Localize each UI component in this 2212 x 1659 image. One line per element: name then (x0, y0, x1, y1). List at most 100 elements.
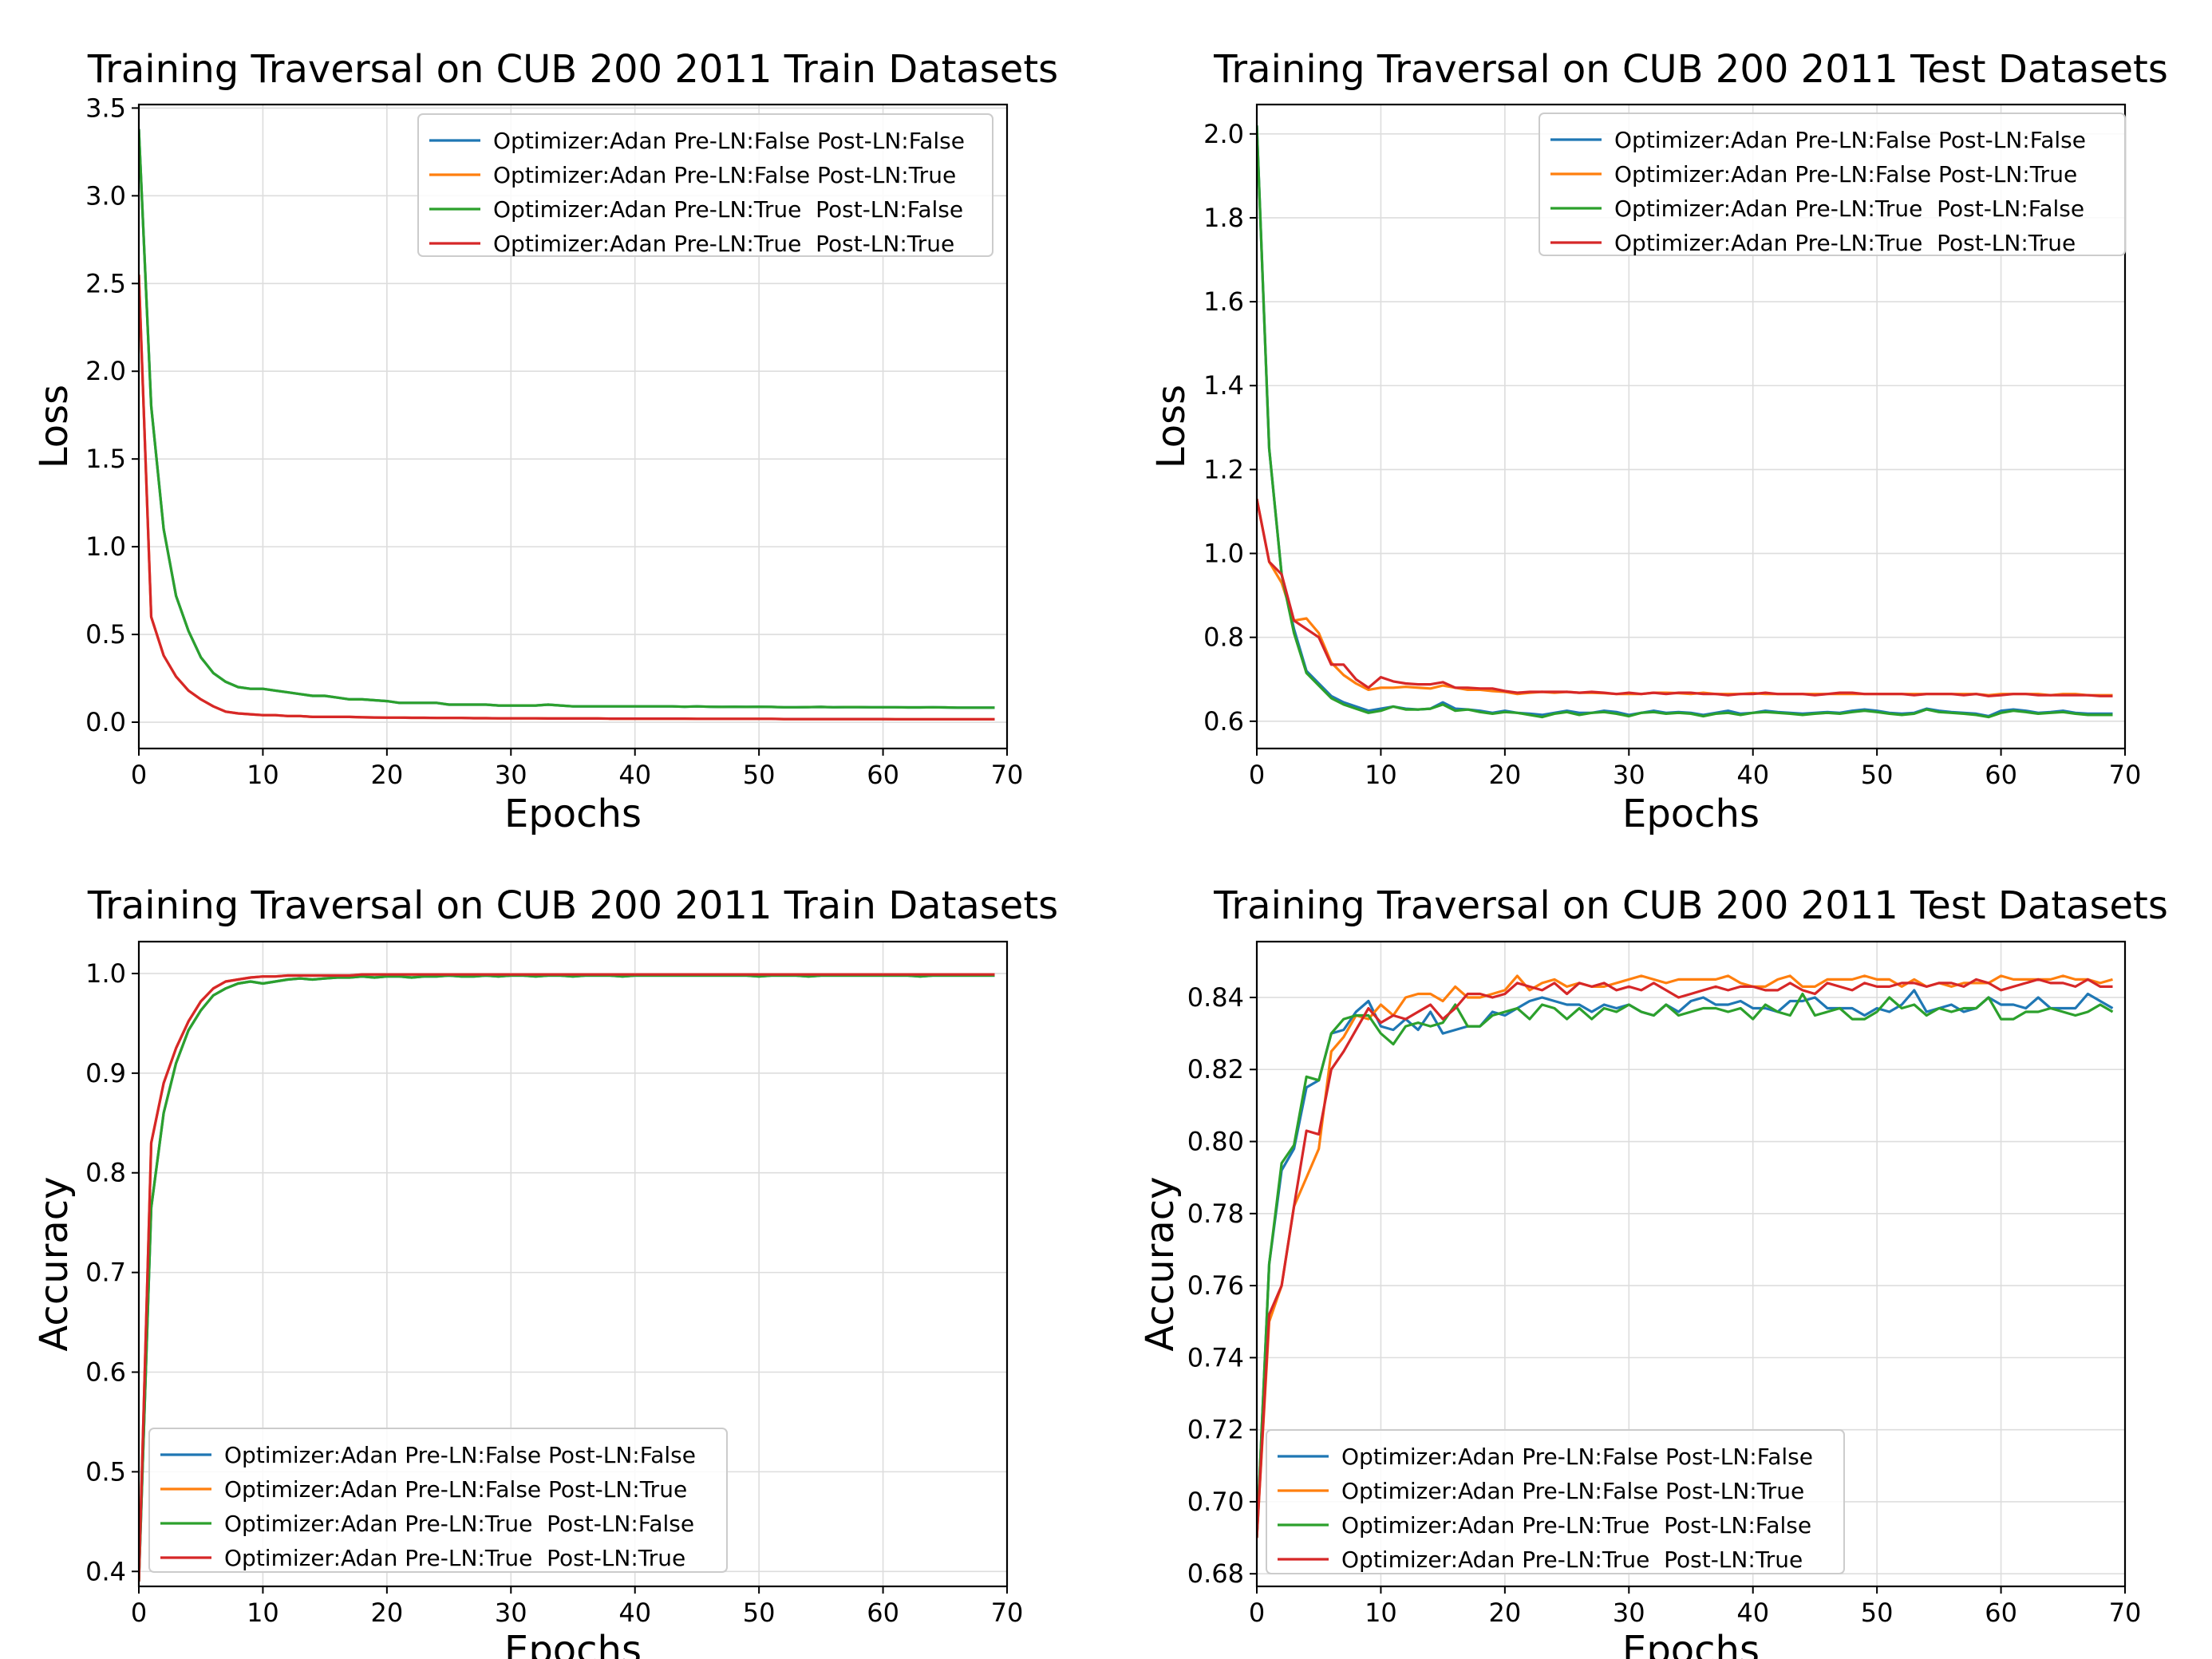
x-axis-label: Epochs (1622, 1628, 1760, 1659)
y-tick-label: 1.2 (1203, 454, 1244, 484)
chart-title: Training Traversal on CUB 200 2011 Test … (1213, 883, 2168, 928)
x-tick-label: 20 (1488, 760, 1521, 790)
y-tick-label: 0.84 (1187, 982, 1244, 1013)
legend-box (417, 113, 993, 257)
chart-title: Training Traversal on CUB 200 2011 Test … (1213, 47, 2168, 92)
y-tick-label: 0.68 (1187, 1558, 1244, 1589)
chart-test-acc: 0 10 20 30 40 50 60 70 0.68 0.70 0.72 0.74 0.76 0.78 0… (1138, 883, 2168, 1659)
y-tick-label: 1.0 (1203, 539, 1244, 569)
x-tick-label: 0 (1249, 1598, 1265, 1628)
x-tick-label: 40 (1736, 760, 1769, 790)
x-tick-label: 60 (1985, 1598, 2017, 1628)
series-group (139, 128, 995, 721)
plot-frame (1255, 940, 2127, 1588)
legend-box (1539, 113, 2126, 256)
series-line-4 (1257, 498, 2113, 697)
legend-label: Optimizer:Adan Pre-LN:True Post-LN:False (224, 1511, 694, 1537)
x-tick-label: 30 (1613, 1598, 1645, 1628)
x-tick-label: 20 (1488, 1598, 1521, 1628)
x-tick-label: 60 (867, 760, 899, 790)
y-tick-label: 2.5 (85, 268, 126, 298)
y-tick-label: 1.4 (1203, 370, 1244, 401)
series-line-4 (1257, 978, 2113, 1539)
series-line-2 (1257, 498, 2113, 697)
y-tick-label: 1.5 (85, 444, 126, 474)
legend-label: Optimizer:Adan Pre-LN:False Post-LN:True (224, 1476, 687, 1503)
x-tick-label: 50 (1861, 1598, 1894, 1628)
series-line-3 (1257, 992, 2114, 1539)
x-tick-label: 30 (495, 760, 527, 790)
legend: Optimizer:Adan Pre-LN:False Post-LN:Fals… (148, 1428, 728, 1573)
x-tick-label: 50 (1861, 760, 1894, 790)
legend-label: Optimizer:Adan Pre-LN:True Post-LN:True (224, 1545, 685, 1571)
x-tick-label: 70 (991, 760, 1024, 790)
x-axis-label: Epochs (1622, 792, 1760, 836)
x-tick-label: 30 (495, 1598, 527, 1628)
legend-label: Optimizer:Adan Pre-LN:True Post-LN:True (1614, 230, 2076, 256)
y-tick-label: 0.6 (1203, 706, 1244, 737)
legend-box (1266, 1429, 1845, 1574)
chart-title: Training Traversal on CUB 200 2011 Train… (87, 47, 1058, 92)
y-axis-label: Accuracy (32, 1176, 77, 1351)
x-tick-label: 10 (247, 760, 279, 790)
chart-train-acc: 0 10 20 30 40 50 60 70 0.4 0.5 0.6 0.7 0.8 0.9 1.0 Trai… (32, 883, 1058, 1659)
x-tick-label: 10 (247, 1598, 279, 1628)
x-tick-label: 40 (618, 760, 651, 790)
series-line-1 (1257, 989, 2114, 1539)
y-tick-label: 0.72 (1187, 1415, 1244, 1445)
legend-label: Optimizer:Adan Pre-LN:False Post-LN:Fals… (1614, 127, 2086, 153)
x-tick-label: 60 (1985, 760, 2017, 790)
legend-label: Optimizer:Adan Pre-LN:True Post-LN:True (493, 231, 954, 257)
x-tick-label: 10 (1365, 1598, 1397, 1628)
y-tick-label: 0.9 (85, 1058, 126, 1088)
x-axis-label: Epochs (504, 792, 642, 836)
plot-frame (137, 103, 1009, 750)
plot-frame (137, 940, 1009, 1588)
legend-box (148, 1428, 728, 1573)
y-tick-label: 2.0 (1203, 119, 1244, 149)
x-tick-label: 50 (743, 760, 776, 790)
x-tick-label: 20 (370, 1598, 403, 1628)
series-line-2 (139, 275, 995, 721)
x-tick-label: 0 (1249, 760, 1265, 790)
y-tick-label: 0.7 (85, 1258, 126, 1288)
y-tick-label: 3.0 (85, 180, 126, 211)
legend-label: Optimizer:Adan Pre-LN:False Post-LN:Fals… (1341, 1444, 1813, 1470)
y-tick-label: 0.80 (1187, 1127, 1244, 1157)
x-tick-label: 40 (1736, 1598, 1769, 1628)
y-tick-label: 0.4 (85, 1556, 126, 1586)
y-axis-label: Loss (1149, 385, 1194, 468)
y-tick-label: 0.8 (1203, 622, 1244, 653)
legend-label: Optimizer:Adan Pre-LN:False Post-LN:Fals… (493, 128, 965, 154)
legend-label: Optimizer:Adan Pre-LN:True Post-LN:True (1341, 1546, 1803, 1573)
series-line-3 (1257, 125, 2113, 719)
legend-label: Optimizer:Adan Pre-LN:True Post-LN:False (1341, 1512, 1811, 1539)
y-tick-label: 0.76 (1187, 1270, 1244, 1301)
x-tick-label: 70 (2109, 760, 2142, 790)
chart-train-loss: 0 10 20 30 40 50 60 70 0.0 0.5 1.0 1.5 2.0 2.5 3.0 3.5T… (32, 47, 1058, 836)
legend-label: Optimizer:Adan Pre-LN:True Post-LN:False (493, 196, 963, 223)
x-tick-label: 30 (1613, 760, 1645, 790)
series-line-4 (139, 275, 995, 721)
x-axis-label: Epochs (504, 1628, 642, 1659)
y-axis-label: Loss (32, 385, 77, 468)
plot-frame (1255, 103, 2127, 750)
legend: Optimizer:Adan Pre-LN:False Post-LN:Fals… (417, 113, 993, 257)
x-tick-label: 0 (131, 760, 147, 790)
x-tick-label: 40 (618, 1598, 651, 1628)
y-tick-label: 0.74 (1187, 1342, 1244, 1373)
y-tick-label: 0.78 (1187, 1199, 1244, 1229)
series-group (1257, 974, 2114, 1539)
x-tick-label: 60 (867, 1598, 899, 1628)
legend: Optimizer:Adan Pre-LN:False Post-LN:Fals… (1266, 1429, 1845, 1574)
x-tick-label: 20 (370, 760, 403, 790)
legend-label: Optimizer:Adan Pre-LN:True Post-LN:False (1614, 196, 2084, 222)
y-tick-label: 1.6 (1203, 286, 1244, 317)
y-axis-label: Accuracy (1138, 1176, 1183, 1351)
chart-test-loss: 0 10 20 30 40 50 60 70 0.6 0.8 1.0 1.2 1.4 1.6 1.8 2.0 T… (1149, 47, 2168, 836)
legend-label: Optimizer:Adan Pre-LN:False Post-LN:Fals… (224, 1442, 696, 1468)
y-tick-label: 1.0 (85, 531, 126, 562)
series-group (1257, 125, 2113, 719)
y-tick-label: 0.6 (85, 1357, 126, 1387)
